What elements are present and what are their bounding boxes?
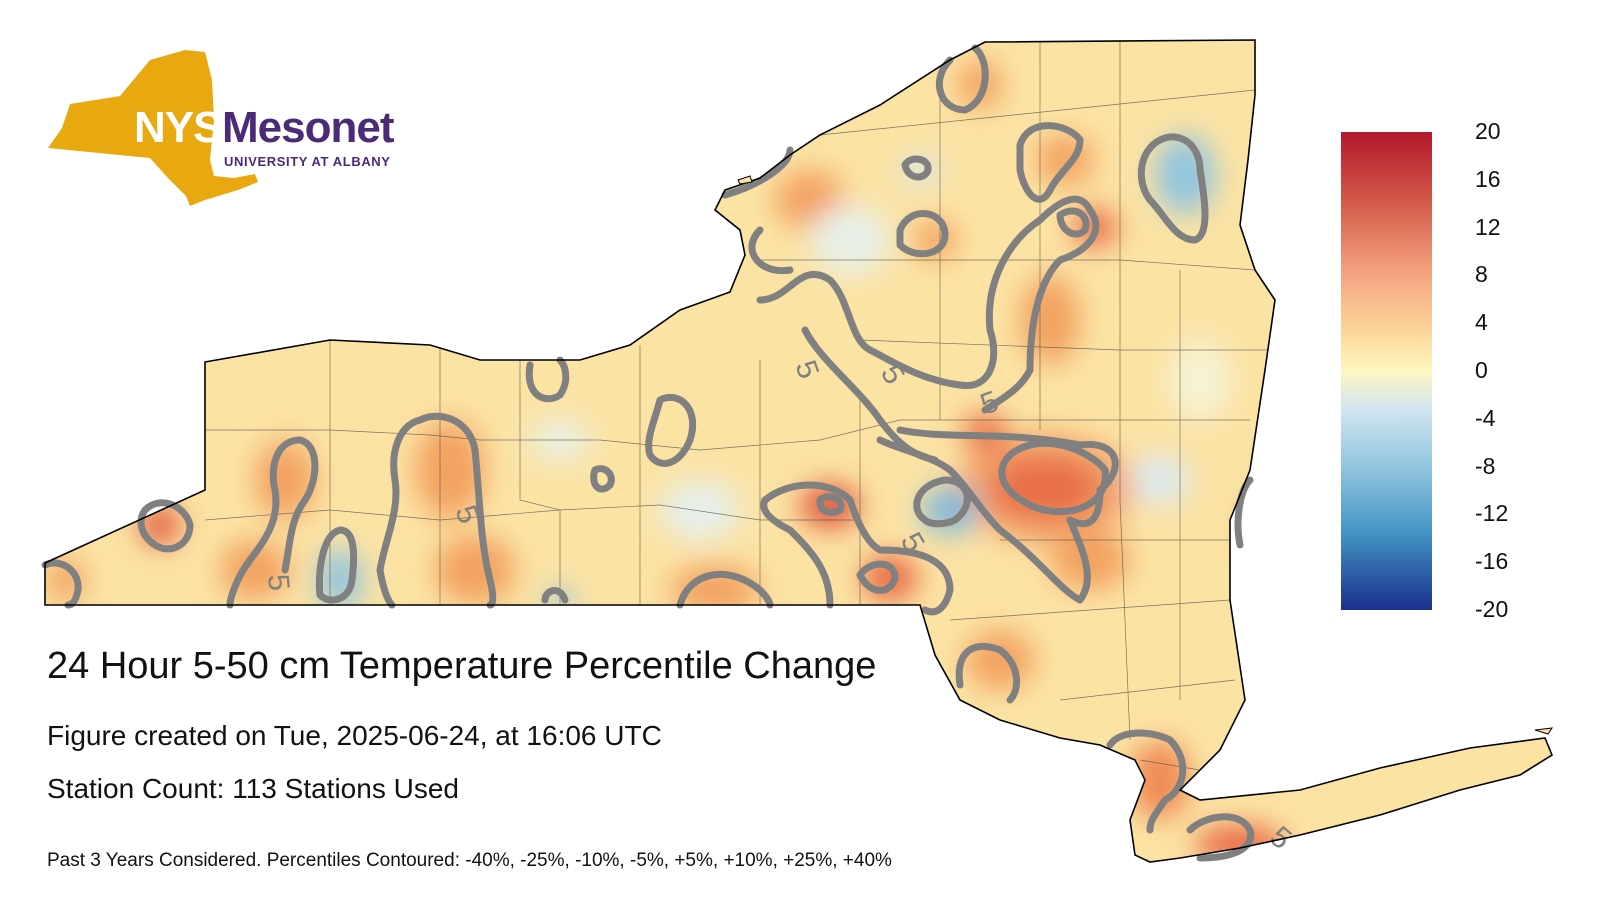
- colorbar-tick-label: 16: [1475, 165, 1501, 192]
- colorbar-gradient: [1341, 132, 1432, 610]
- new-york-state-map: 5 5 5 5 5 5 5: [41, 39, 1554, 863]
- colorbar-tick-label: -16: [1475, 548, 1509, 575]
- colorbar-tick-label: -12: [1475, 500, 1509, 527]
- logo-mesonet-text: Mesonet: [222, 103, 394, 152]
- colorbar: [1341, 132, 1432, 610]
- colorbar-tick-label: -20: [1475, 596, 1509, 622]
- nys-state-silhouette-icon: [48, 50, 258, 206]
- colorbar-tick-label: 0: [1475, 357, 1488, 383]
- temperature-field: [45, 60, 1285, 862]
- figure-title: 24 Hour 5-50 cm Temperature Percentile C…: [47, 645, 877, 687]
- colorbar-tick-label: -8: [1475, 452, 1496, 479]
- county-boundaries: [204, 40, 1270, 771]
- logo-nys-text: NYS: [134, 103, 222, 152]
- contour-note-text: Past 3 Years Considered. Percentiles Con…: [47, 850, 892, 871]
- colorbar-tick-label: -4: [1475, 404, 1496, 431]
- colorbar-tick-label: 20: [1475, 118, 1501, 144]
- colorbar-tick-label: 8: [1475, 261, 1488, 288]
- contour-lines-5-percent: [41, 44, 1255, 862]
- figure-created-text: Figure created on Tue, 2025-06-24, at 16…: [47, 720, 662, 751]
- state-land-fill: [45, 40, 1552, 862]
- contour-label: 5: [261, 573, 295, 593]
- state-outline: [44, 39, 1553, 863]
- colorbar-tick-label: 12: [1475, 213, 1501, 240]
- logo-university-text: UNIVERSITY AT ALBANY: [224, 154, 391, 169]
- station-count-text: Station Count: 113 Stations Used: [47, 773, 459, 804]
- colorbar-tick-label: 4: [1475, 309, 1488, 336]
- nys-mesonet-logo: [48, 50, 258, 206]
